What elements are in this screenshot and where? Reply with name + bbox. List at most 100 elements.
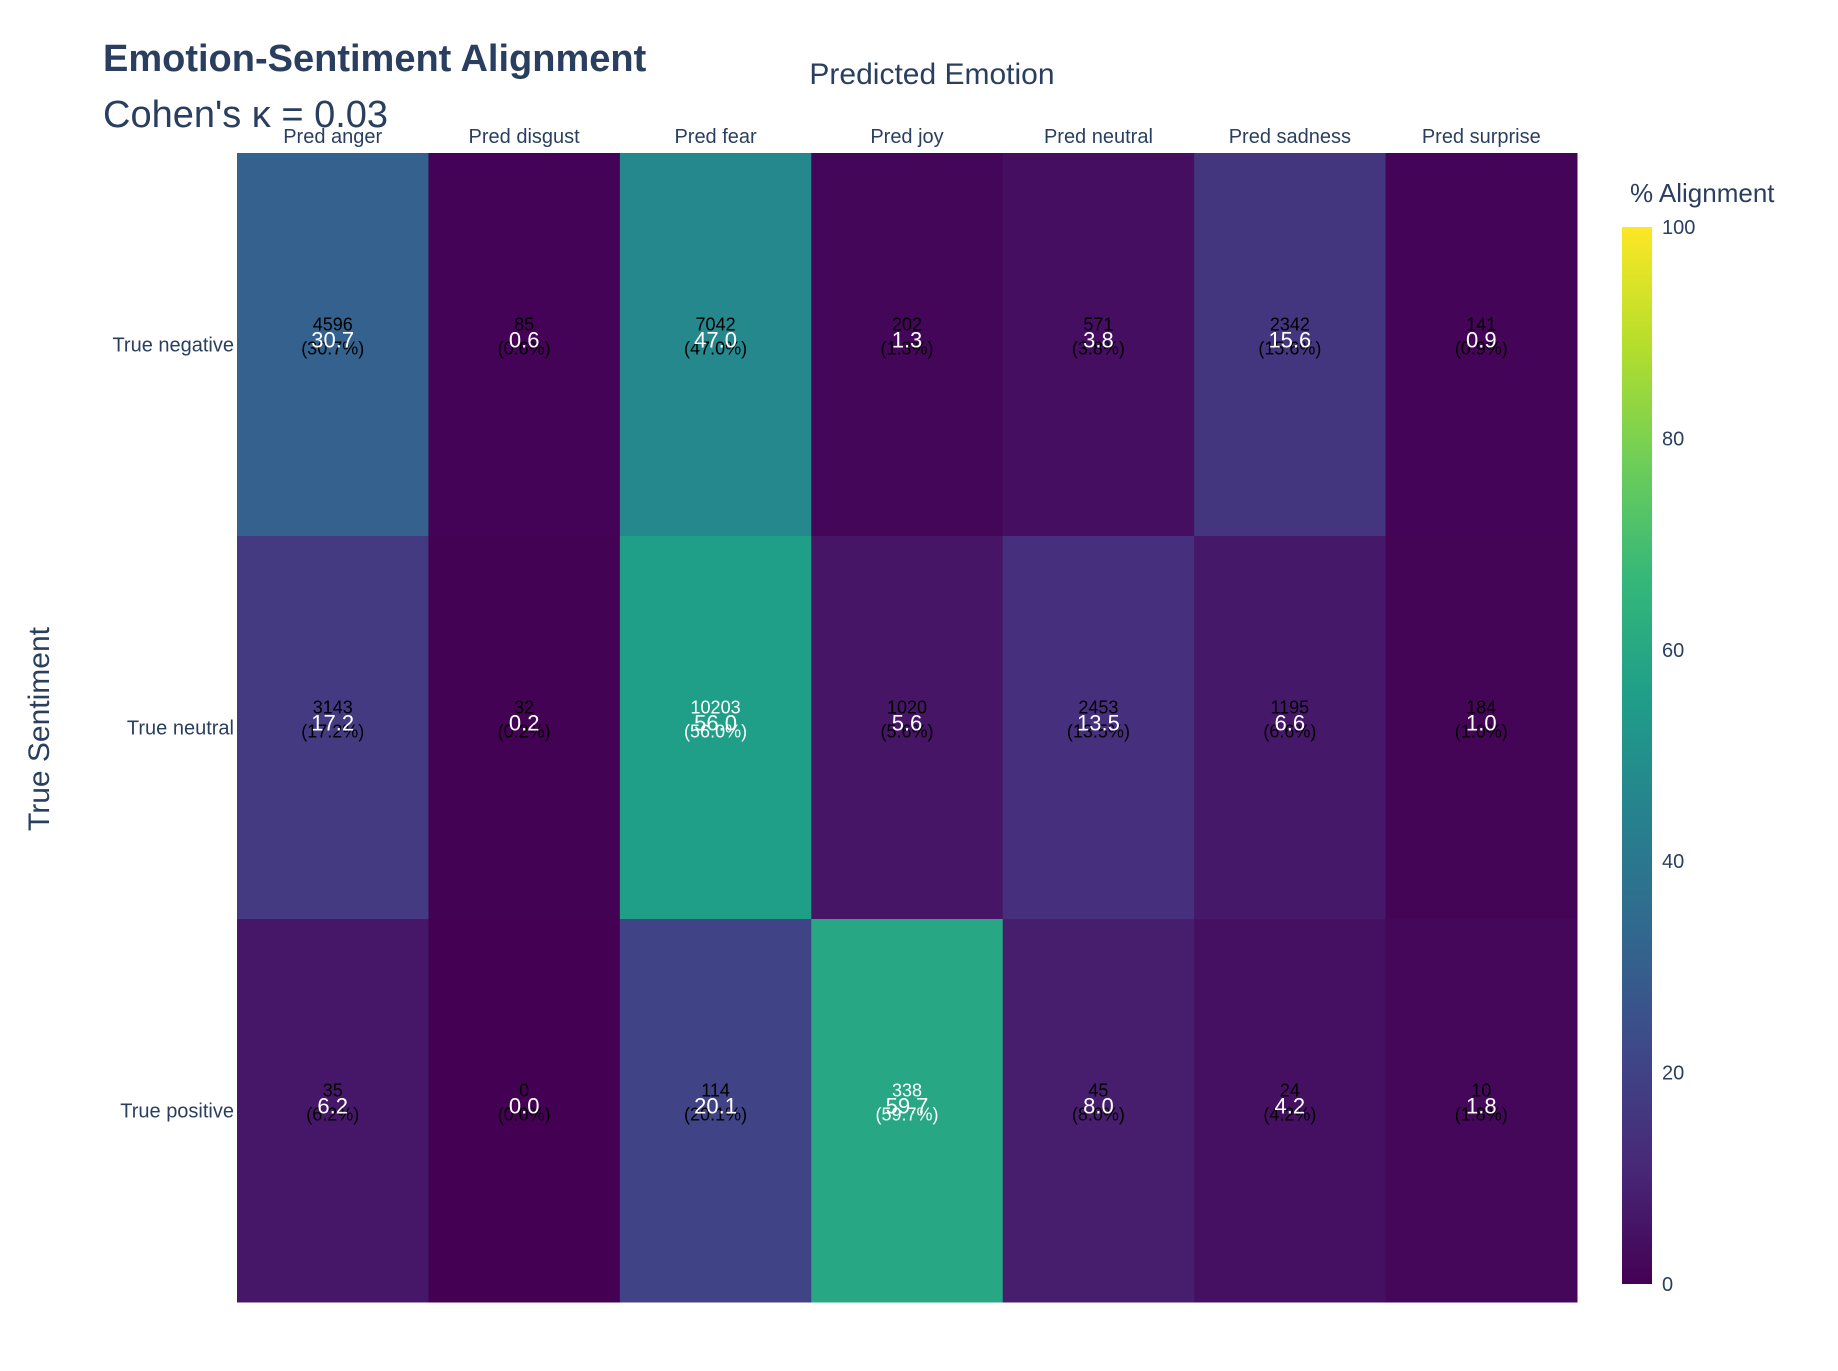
x-tick-label: Pred neutral xyxy=(1044,126,1153,148)
cell-percent-label: (15.6%) xyxy=(1258,339,1321,359)
cell-percent-label: (6.2%) xyxy=(306,1105,359,1125)
colorbar-tick-label: 0 xyxy=(1662,1274,1673,1296)
cell-value-label: 0.0 xyxy=(509,1094,540,1119)
heatmap-cell xyxy=(428,536,621,920)
heatmap-cell xyxy=(619,919,812,1303)
heatmap-cell xyxy=(237,919,429,1303)
cell-value-label: 1.8 xyxy=(1466,1094,1497,1119)
cell-percent-label: (3.8%) xyxy=(1072,339,1125,359)
cell-value-label: 5.6 xyxy=(892,711,923,736)
cell-percent-label: (8.0%) xyxy=(1072,1105,1125,1125)
cell-value-label: 4.2 xyxy=(1275,1094,1306,1119)
colorbar: 0 20 40 60 80 100 xyxy=(1622,217,1695,1296)
heatmap-cell xyxy=(811,536,1004,920)
colorbar-tick-label: 60 xyxy=(1662,640,1684,662)
cell-value-label: 3.8 xyxy=(1083,328,1114,353)
cell-value-label: 30.7 xyxy=(311,328,354,353)
cell-value-label: 20.1 xyxy=(694,1094,737,1119)
cell-count-label: 202 xyxy=(892,315,922,335)
x-axis-ticks: Pred anger Pred disgust Pred fear Pred joy P… xyxy=(283,126,1541,148)
cell-count-label: 35 xyxy=(323,1081,343,1101)
x-tick-label: Pred surprise xyxy=(1422,126,1541,148)
cell-value-label: 47.0 xyxy=(694,328,737,353)
heatmap-cell xyxy=(1002,919,1195,1303)
cell-percent-label: (4.2%) xyxy=(1263,1105,1316,1125)
cell-value-label: 6.2 xyxy=(317,1094,348,1119)
cell-percent-label: (1.0%) xyxy=(1455,722,1508,742)
cell-value-label: 17.2 xyxy=(311,711,354,736)
cell-value-label: 1.3 xyxy=(892,328,923,353)
heatmap-cell xyxy=(237,536,429,920)
cell-percent-label: (17.2%) xyxy=(301,722,364,742)
cell-percent-label: (0.6%) xyxy=(498,339,551,359)
cell-count-label: 10 xyxy=(1471,1081,1491,1101)
cell-count-label: 1020 xyxy=(887,698,927,718)
colorbar-tick-label: 40 xyxy=(1662,851,1684,873)
cell-annotations: 4596 (30.7%)30.7 85 (0.6%)0.6 7042 (47.0%)47.… xyxy=(301,315,1508,1125)
cell-count-label: 24 xyxy=(1280,1081,1300,1101)
cell-percent-label: (13.5%) xyxy=(1067,722,1130,742)
colorbar-title: % Alignment xyxy=(1630,178,1775,208)
heatmap-cell xyxy=(237,153,429,537)
colorbar-tick-label: 80 xyxy=(1662,428,1684,450)
heatmap-cell xyxy=(1385,536,1578,920)
x-tick-label: Pred fear xyxy=(674,126,757,148)
cell-count-label: 184 xyxy=(1466,698,1496,718)
cell-percent-label: (30.7%) xyxy=(301,339,364,359)
heatmap-cell xyxy=(428,919,621,1303)
chart-title: Emotion-Sentiment Alignment xyxy=(103,38,647,80)
cell-percent-label: (0.0%) xyxy=(498,1105,551,1125)
heatmap-cell xyxy=(1194,153,1387,537)
cell-count-label: 571 xyxy=(1083,315,1113,335)
cell-percent-label: (47.0%) xyxy=(684,339,747,359)
heatmap-cell xyxy=(1385,153,1578,537)
y-axis-title: True Sentiment xyxy=(23,627,56,831)
cell-count-label: 0 xyxy=(519,1081,529,1101)
cell-value-label: 13.5 xyxy=(1077,711,1120,736)
colorbar-gradient xyxy=(1622,227,1652,1284)
cell-count-label: 85 xyxy=(514,315,534,335)
cell-value-label: 15.6 xyxy=(1268,328,1311,353)
heatmap-cell xyxy=(1002,153,1195,537)
cell-percent-label: (56.0%) xyxy=(684,722,747,742)
cell-count-label: 1195 xyxy=(1270,698,1309,718)
cell-count-label: 4596 xyxy=(313,315,353,335)
cell-count-label: 338 xyxy=(892,1081,922,1101)
cell-count-label: 10203 xyxy=(691,698,741,718)
cell-percent-label: (5.6%) xyxy=(880,722,933,742)
heatmap-cell xyxy=(811,153,1004,537)
cell-percent-label: (6.6%) xyxy=(1263,722,1316,742)
colorbar-tick-label: 20 xyxy=(1662,1063,1684,1085)
cell-value-label: 56.0 xyxy=(694,711,737,736)
heatmap-cell xyxy=(619,536,812,920)
heatmap-cells xyxy=(237,153,1578,1303)
cell-value-label: 0.2 xyxy=(509,711,540,736)
chart-subtitle: Cohen's κ = 0.03 xyxy=(103,94,389,136)
heatmap-cell xyxy=(1194,536,1387,920)
heatmap-cell xyxy=(1194,919,1387,1303)
cell-percent-label: (1.8%) xyxy=(1455,1105,1508,1125)
cell-count-label: 141 xyxy=(1466,315,1496,335)
cell-count-label: 114 xyxy=(701,1081,730,1101)
cell-count-label: 7042 xyxy=(696,315,736,335)
cell-percent-label: (0.9%) xyxy=(1455,339,1508,359)
x-tick-label: Pred anger xyxy=(283,126,382,148)
x-tick-label: Pred joy xyxy=(870,126,943,148)
cell-value-label: 0.9 xyxy=(1466,328,1497,353)
cell-value-label: 1.0 xyxy=(1466,711,1497,736)
cell-percent-label: (59.7%) xyxy=(875,1105,938,1125)
cell-count-label: 32 xyxy=(514,698,534,718)
cell-count-label: 3143 xyxy=(313,698,353,718)
y-tick-label: True neutral xyxy=(127,718,234,740)
heatmap-cell xyxy=(619,153,812,537)
heatmap-cell xyxy=(1385,919,1578,1303)
y-tick-label: True positive xyxy=(120,1101,234,1123)
x-axis-title: Predicted Emotion xyxy=(809,58,1055,91)
colorbar-tick-label: 100 xyxy=(1662,217,1695,239)
cell-percent-label: (1.3%) xyxy=(880,339,933,359)
heatmap-cell xyxy=(1002,536,1195,920)
cell-value-label: 8.0 xyxy=(1083,1094,1114,1119)
y-axis-ticks: True negative True neutral True positive xyxy=(112,335,234,1123)
